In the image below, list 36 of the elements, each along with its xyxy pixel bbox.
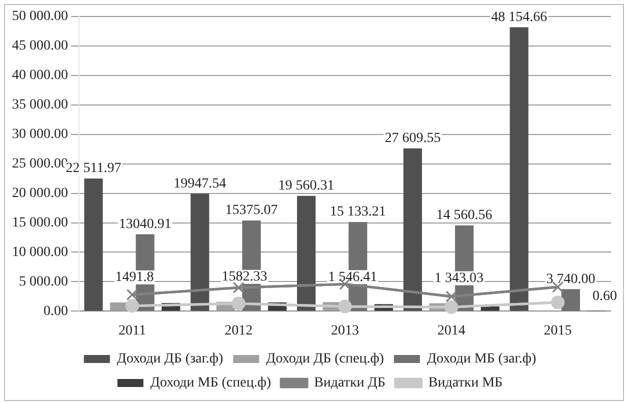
legend-label: Доходи МБ (заг.ф)	[426, 352, 536, 367]
y-tick-label: 5 000.00	[19, 274, 68, 290]
y-tick-label: 35 000.00	[12, 98, 68, 113]
legend-label: Доходи МБ (спец.ф)	[150, 376, 272, 391]
y-tick-label: 50 000.00	[12, 9, 68, 24]
legend-label: Доходи ДБ (спец.ф)	[266, 352, 384, 367]
data-label: 13040.91	[118, 216, 172, 232]
legend-label: Видатки ДБ	[314, 376, 386, 391]
data-label: 22 511.97	[66, 161, 122, 176]
legend-label: Доходи ДБ (заг.ф)	[116, 352, 224, 367]
data-label: 19947.54	[174, 176, 226, 192]
data-label: 14 560.56	[436, 208, 492, 224]
data-label: 0.60	[592, 288, 618, 304]
data-label: 1 546.41	[328, 270, 378, 285]
data-label: 15375.07	[225, 203, 278, 218]
y-tick-label: 0.00	[44, 304, 68, 319]
x-tick-label: 2015	[544, 323, 572, 338]
data-label: 27 609.55	[384, 131, 441, 146]
x-tick-label: 2012	[224, 323, 253, 338]
x-tick-label: 2013	[331, 323, 359, 338]
data-label: 1 343.03	[434, 270, 484, 286]
data-label: 3 740.00	[546, 272, 596, 287]
y-tick-label: 15 000.00	[12, 215, 68, 230]
x-tick-label: 2011	[118, 323, 146, 338]
data-label: 1491.8	[115, 270, 154, 286]
y-tick-label: 10 000.00	[12, 244, 68, 260]
data-label: 48 154.66	[491, 10, 548, 25]
data-label: 19 560.31	[278, 178, 334, 194]
y-tick-label: 20 000.00	[12, 186, 68, 201]
legend-label: Видатки МБ	[428, 376, 503, 391]
data-label: 15 133.21	[330, 204, 386, 220]
y-tick-label: 40 000.00	[12, 68, 68, 84]
y-tick-label: 30 000.00	[12, 126, 68, 142]
x-tick-label: 2014	[437, 323, 466, 338]
y-tick-label: 45 000.00	[12, 38, 68, 54]
data-label: 1582.33	[222, 270, 268, 285]
